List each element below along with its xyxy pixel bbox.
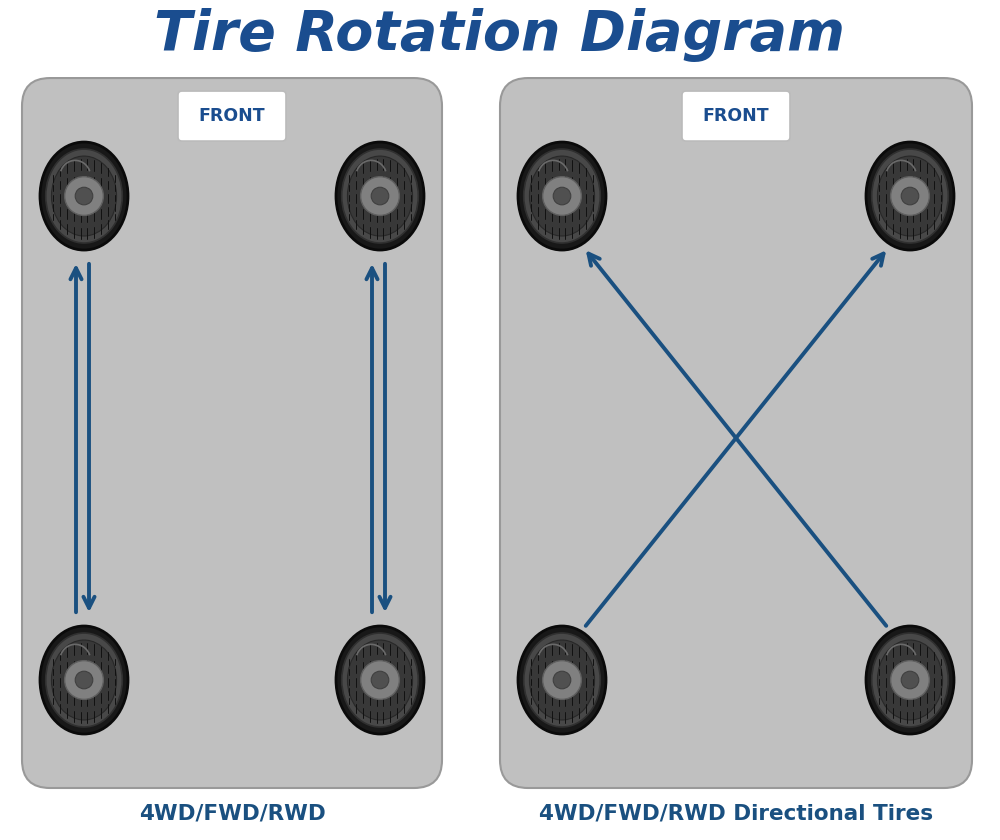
Circle shape — [543, 660, 581, 700]
Ellipse shape — [46, 149, 122, 243]
Ellipse shape — [347, 640, 413, 720]
Circle shape — [361, 660, 399, 700]
Ellipse shape — [866, 142, 954, 250]
Text: FRONT: FRONT — [703, 107, 769, 125]
FancyBboxPatch shape — [500, 78, 972, 788]
Circle shape — [361, 176, 399, 215]
Ellipse shape — [51, 156, 117, 236]
Text: 4WD/FWD/RWD Directional Tires: 4WD/FWD/RWD Directional Tires — [539, 803, 933, 823]
Ellipse shape — [529, 156, 595, 236]
FancyBboxPatch shape — [178, 91, 286, 141]
Ellipse shape — [877, 640, 943, 720]
Circle shape — [371, 671, 389, 689]
Ellipse shape — [518, 626, 606, 734]
Circle shape — [65, 660, 103, 700]
FancyBboxPatch shape — [682, 91, 790, 141]
Text: 4WD/FWD/RWD: 4WD/FWD/RWD — [139, 803, 325, 823]
Ellipse shape — [347, 156, 413, 236]
Ellipse shape — [872, 633, 948, 727]
Ellipse shape — [51, 640, 117, 720]
Ellipse shape — [40, 626, 128, 734]
Ellipse shape — [877, 156, 943, 236]
Ellipse shape — [524, 633, 600, 727]
Ellipse shape — [872, 149, 948, 243]
Circle shape — [901, 671, 919, 689]
Circle shape — [371, 187, 389, 205]
Circle shape — [891, 176, 929, 215]
Circle shape — [553, 187, 571, 205]
Text: Tire Rotation Diagram: Tire Rotation Diagram — [154, 8, 846, 62]
Text: FRONT: FRONT — [199, 107, 265, 125]
Circle shape — [75, 187, 93, 205]
Ellipse shape — [342, 149, 418, 243]
Ellipse shape — [529, 640, 595, 720]
Circle shape — [901, 187, 919, 205]
Ellipse shape — [518, 142, 606, 250]
Circle shape — [553, 671, 571, 689]
Ellipse shape — [336, 626, 424, 734]
Ellipse shape — [46, 633, 122, 727]
FancyBboxPatch shape — [22, 78, 442, 788]
Circle shape — [75, 671, 93, 689]
Ellipse shape — [342, 633, 418, 727]
Ellipse shape — [336, 142, 424, 250]
Ellipse shape — [866, 626, 954, 734]
Ellipse shape — [524, 149, 600, 243]
Circle shape — [891, 660, 929, 700]
Circle shape — [65, 176, 103, 215]
Ellipse shape — [40, 142, 128, 250]
Circle shape — [543, 176, 581, 215]
